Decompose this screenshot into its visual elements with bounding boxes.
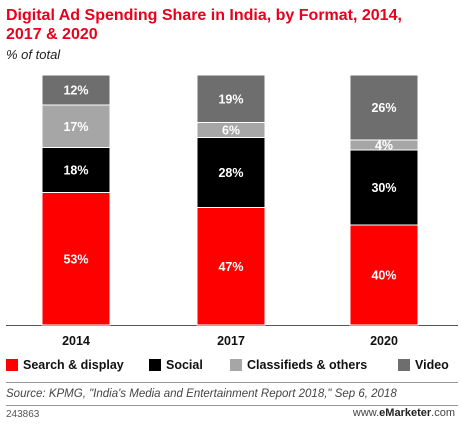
legend-item-classifieds: Classifieds & others bbox=[230, 358, 367, 372]
bar-video-2020 bbox=[349, 74, 419, 141]
bar-search-display-2014 bbox=[41, 192, 111, 326]
data-label-classifieds-others-2014: 17% bbox=[63, 120, 88, 134]
bar-social-2017 bbox=[196, 137, 266, 208]
bar-video-2017 bbox=[196, 74, 266, 123]
legend-swatch-search-display bbox=[6, 359, 18, 371]
data-label-social-2020: 30% bbox=[371, 181, 396, 195]
chart-title: Digital Ad Spending Share in India, by F… bbox=[6, 7, 402, 43]
legend-label-social: Social bbox=[166, 358, 203, 372]
brand-prefix: www. bbox=[352, 407, 380, 419]
data-label-search-display-2020: 40% bbox=[371, 269, 396, 283]
data-label-social-2017: 28% bbox=[218, 166, 243, 180]
legend-label-video: Video bbox=[415, 358, 449, 372]
x-tick-label-2014: 2014 bbox=[62, 334, 90, 348]
bar-social-2020 bbox=[349, 149, 419, 226]
legend-swatch-video bbox=[398, 359, 410, 371]
footer-divider bbox=[6, 382, 458, 383]
brand-link[interactable]: www.eMarketer.com bbox=[353, 407, 455, 419]
legend-swatch-classifieds bbox=[230, 359, 242, 371]
legend-item-social: Social bbox=[149, 358, 203, 372]
brand-name: eMarketer bbox=[379, 407, 432, 419]
data-label-social-2014: 18% bbox=[63, 164, 88, 178]
bar-classifieds-others-2014 bbox=[41, 104, 111, 148]
chart-subtitle: % of total bbox=[6, 47, 61, 62]
data-label-classifieds-others-2017: 6% bbox=[222, 124, 240, 138]
bar-search-display-2017 bbox=[196, 207, 266, 326]
source-note: Source: KPMG, "India's Media and Enterta… bbox=[6, 388, 397, 400]
data-label-video-2017: 19% bbox=[218, 92, 243, 106]
legend-label-classifieds: Classifieds & others bbox=[247, 358, 368, 372]
bar-social-2014 bbox=[41, 147, 111, 193]
data-label-search-display-2017: 47% bbox=[218, 260, 243, 274]
stacked-bar-chart: 53% 18% 17% 12% 2014 47% 28% 6% 19% 2017 40% 30% 4% 2… bbox=[6, 74, 458, 348]
legend-item-search-display: Search & display bbox=[6, 358, 124, 372]
brand-suffix: .com bbox=[431, 407, 455, 419]
bar-search-display-2020 bbox=[349, 224, 419, 326]
legend-item-video: Video bbox=[398, 358, 449, 372]
data-label-classifieds-others-2020: 4% bbox=[375, 139, 393, 153]
data-label-video-2014: 12% bbox=[63, 84, 88, 98]
x-tick-label-2020: 2020 bbox=[370, 334, 398, 348]
x-tick-label-2017: 2017 bbox=[217, 334, 245, 348]
chart-id: 243863 bbox=[6, 409, 40, 420]
bar-video-2014 bbox=[41, 74, 111, 106]
footer-divider-bottom bbox=[6, 405, 458, 406]
legend-swatch-social bbox=[149, 359, 161, 371]
data-label-video-2020: 26% bbox=[371, 101, 396, 115]
legend-label-search-display: Search & display bbox=[23, 358, 124, 372]
data-label-search-display-2014: 53% bbox=[63, 252, 88, 266]
